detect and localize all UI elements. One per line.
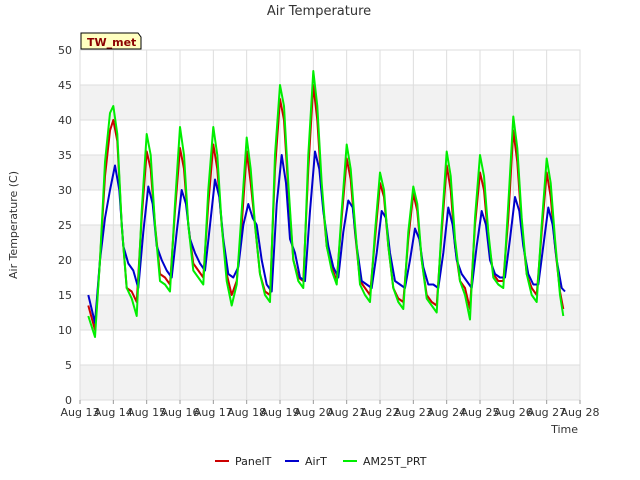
station-tag-label: TW_met: [87, 36, 136, 49]
chart-title: Air Temperature: [267, 4, 371, 19]
plot-band: [80, 85, 580, 120]
x-tick-label: Aug 23: [394, 406, 433, 419]
x-tick-label: Aug 28: [561, 406, 600, 419]
x-tick-label: Aug 18: [227, 406, 266, 419]
legend: PanelT AirT AM25T_PRT: [215, 455, 427, 468]
station-tag-box: [80, 32, 142, 50]
series-layer: [87, 70, 566, 338]
x-tick-label: Aug 26: [494, 406, 533, 419]
plot-band: [80, 155, 580, 190]
x-tick-label: Aug 19: [261, 406, 300, 419]
x-tick-label: Aug 20: [294, 406, 333, 419]
y-tick-label: 50: [58, 44, 72, 57]
plot-band: [80, 295, 580, 330]
y-tick-label: 40: [58, 114, 72, 127]
x-tick-label: Aug 22: [361, 406, 400, 419]
y-tick-label: 35: [58, 149, 72, 162]
x-tick-label: Aug 21: [327, 406, 366, 419]
y-tick-label: 0: [65, 394, 72, 407]
y-axis-title: Air Temperature (C): [7, 171, 20, 279]
y-axis-ticks: 0 5 10 15 20 25 30 35 40 45 50: [58, 44, 72, 407]
x-tick-label: Aug 16: [161, 406, 200, 419]
station-tag: TW_met: [80, 32, 142, 50]
y-tick-label: 25: [58, 219, 72, 232]
y-tick-label: 10: [58, 324, 72, 337]
y-tick-label: 45: [58, 79, 72, 92]
y-tick-label: 15: [58, 289, 72, 302]
y-tick-label: 30: [58, 184, 72, 197]
x-tick-label: Aug 17: [194, 406, 233, 419]
legend-label: PanelT: [235, 455, 272, 468]
series-line-am25t_prt: [87, 70, 565, 338]
plot-band: [80, 365, 580, 400]
x-tick-label: Aug 14: [94, 406, 133, 419]
x-tick-label: Aug 15: [127, 406, 166, 419]
x-tick-label: Aug 25: [461, 406, 500, 419]
x-tick-label: Aug 24: [427, 406, 466, 419]
x-tick-label: Aug 13: [61, 406, 100, 419]
x-tick-label: Aug 27: [527, 406, 566, 419]
legend-label: AM25T_PRT: [363, 455, 427, 468]
y-tick-label: 20: [58, 254, 72, 267]
x-axis-title: Time: [550, 423, 578, 436]
y-tick-label: 5: [65, 359, 72, 372]
legend-label: AirT: [305, 455, 327, 468]
